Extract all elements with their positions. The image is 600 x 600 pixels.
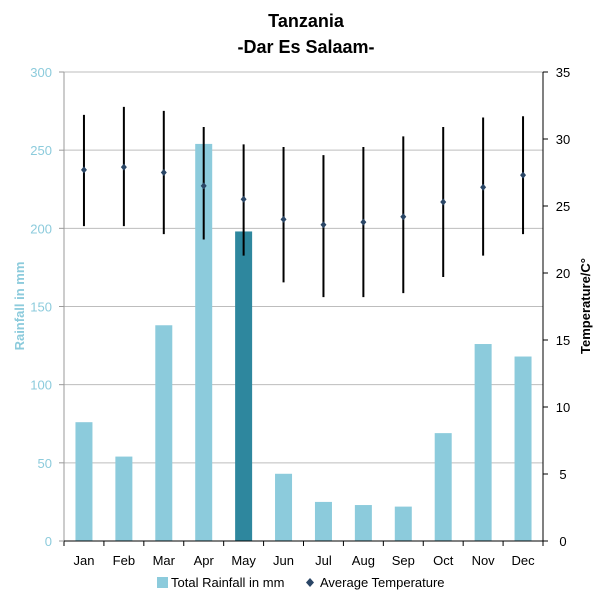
- y-tick-label: 150: [30, 300, 52, 315]
- y-tick-label: 0: [45, 534, 52, 549]
- x-axis-ticks: Jan Feb Mar Apr May Jun Jul Aug Sep Oct Nov Dec: [73, 553, 535, 568]
- legend-marker-temperature: [306, 578, 314, 587]
- temperature-point-sep: [400, 213, 407, 221]
- y2-tick-label: 15: [556, 333, 570, 348]
- x-tick-label-oct: Oct: [433, 553, 454, 568]
- rainfall-bars: [75, 143, 532, 541]
- x-tick-label-may: May: [231, 553, 256, 568]
- left-axis-ticks: 0 50 100 150 200 250 300: [30, 65, 52, 549]
- temperature-ranges: [80, 106, 527, 298]
- rainfall-bar-nov: [474, 344, 492, 541]
- y2-tick-label: 30: [556, 132, 570, 147]
- y2-tick-label: 10: [556, 400, 570, 415]
- y2-axis-label: Temperature/C°: [578, 258, 593, 354]
- temperature-point-nov: [480, 183, 487, 191]
- temperature-point-dec: [520, 171, 527, 179]
- y2-tick-label: 5: [559, 467, 566, 482]
- y2-tick-label: 20: [556, 266, 570, 281]
- chart-subtitle: -Dar Es Salaam-: [237, 37, 374, 57]
- y-tick-label: 300: [30, 65, 52, 80]
- x-tick-label-nov: Nov: [472, 553, 496, 568]
- rainfall-bar-oct: [434, 433, 452, 541]
- gridlines: [64, 71, 543, 542]
- temperature-point-apr: [200, 182, 207, 190]
- rainfall-bar-feb: [115, 456, 133, 541]
- x-tick-label-jun: Jun: [273, 553, 294, 568]
- temperature-point-oct: [440, 198, 447, 206]
- rainfall-bar-may: [235, 231, 253, 541]
- x-tick-label-jan: Jan: [73, 553, 94, 568]
- y2-tick-label: 0: [559, 534, 566, 549]
- temperature-point-jan: [80, 166, 87, 174]
- rainfall-bar-apr: [195, 143, 213, 541]
- temperature-point-may: [240, 195, 247, 203]
- y2-tick-label: 35: [556, 65, 570, 80]
- right-axis-ticks: 0 5 10 15 20 25 30 35: [556, 65, 570, 549]
- x-tick-label-jul: Jul: [315, 553, 332, 568]
- y2-tick-label: 25: [556, 199, 570, 214]
- rainfall-bar-aug: [354, 505, 372, 541]
- rainfall-bar-sep: [394, 506, 412, 541]
- temperature-point-feb: [120, 163, 127, 171]
- x-tick-label-mar: Mar: [153, 553, 176, 568]
- legend-label-rainfall: Total Rainfall in mm: [171, 575, 284, 590]
- chart-title: Tanzania: [268, 11, 345, 31]
- x-tick-label-apr: Apr: [194, 553, 215, 568]
- y-tick-label: 50: [38, 456, 52, 471]
- x-tick-label-sep: Sep: [392, 553, 415, 568]
- y-tick-label: 250: [30, 143, 52, 158]
- y-axis-label: Rainfall in mm: [12, 262, 27, 351]
- rainfall-bar-jul: [314, 501, 332, 541]
- temperature-point-jun: [280, 215, 287, 223]
- legend-swatch-rainfall: [157, 577, 168, 588]
- temperature-point-jul: [320, 221, 327, 229]
- rainfall-bar-mar: [155, 325, 173, 541]
- axes: [59, 71, 548, 546]
- legend: Total Rainfall in mm Average Temperature: [157, 575, 445, 590]
- temperature-point-mar: [160, 169, 167, 176]
- x-tick-label-aug: Aug: [352, 553, 375, 568]
- rainfall-bar-jun: [275, 473, 293, 541]
- legend-label-temperature: Average Temperature: [320, 575, 445, 590]
- temperature-point-aug: [360, 218, 367, 226]
- rainfall-bar-dec: [514, 356, 532, 541]
- x-tick-label-feb: Feb: [113, 553, 135, 568]
- y-tick-label: 100: [30, 378, 52, 393]
- y-tick-label: 200: [30, 221, 52, 236]
- x-tick-label-dec: Dec: [511, 553, 535, 568]
- rainfall-bar-jan: [75, 422, 93, 541]
